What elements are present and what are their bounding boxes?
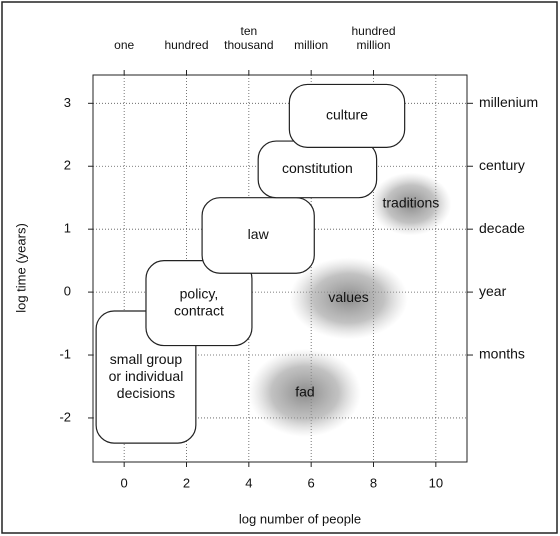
region-box	[145, 260, 253, 347]
region-label: constitution	[282, 160, 353, 176]
x2-tick-label: hundred	[351, 24, 395, 38]
region-label: law	[248, 226, 270, 242]
x-tick-label: 4	[245, 475, 252, 490]
y-tick-label: -2	[59, 409, 71, 424]
region-blur	[289, 257, 408, 340]
x-tick-label: 0	[121, 475, 128, 490]
region-label: policy,	[180, 285, 219, 301]
region-label: fad	[295, 383, 314, 399]
x2-tick-label: million	[294, 38, 328, 52]
x2-tick-label: hundred	[164, 38, 208, 52]
y-tick-label: 3	[64, 95, 71, 110]
y2-tick-label: millenium	[479, 94, 538, 110]
plot-area	[92, 74, 468, 463]
region-label: or individual	[109, 368, 184, 384]
x-tick-label: 10	[429, 475, 443, 490]
x-tick-label: 8	[370, 475, 377, 490]
x2-tick-label: ten	[240, 24, 257, 38]
y-tick-label: 0	[64, 284, 71, 299]
y2-tick-label: months	[479, 346, 525, 362]
region-box	[201, 197, 315, 274]
y-tick-label: 1	[64, 221, 71, 236]
x2-tick-label: thousand	[224, 38, 273, 52]
x-tick-label: 2	[183, 475, 190, 490]
x2-tick-label: one	[114, 38, 134, 52]
region-label: values	[328, 289, 368, 305]
region-box	[288, 83, 406, 148]
y-tick-label: 2	[64, 158, 71, 173]
region-label: small group	[110, 351, 183, 367]
region-blur	[370, 172, 452, 236]
y2-tick-label: year	[479, 283, 507, 299]
x-tick-label: 6	[308, 475, 315, 490]
y2-tick-label: century	[479, 157, 525, 173]
region-label: decisions	[117, 385, 175, 401]
region-blur	[248, 348, 362, 437]
region-label: contract	[174, 302, 224, 318]
y-tick-label: -1	[59, 346, 71, 361]
x2-tick-label: million	[356, 38, 390, 52]
x-axis-label: log number of people	[239, 511, 361, 526]
region-label: traditions	[382, 195, 439, 211]
region-label: culture	[326, 107, 368, 123]
y2-tick-label: decade	[479, 220, 525, 236]
y-axis-label: log time (years)	[13, 223, 28, 313]
